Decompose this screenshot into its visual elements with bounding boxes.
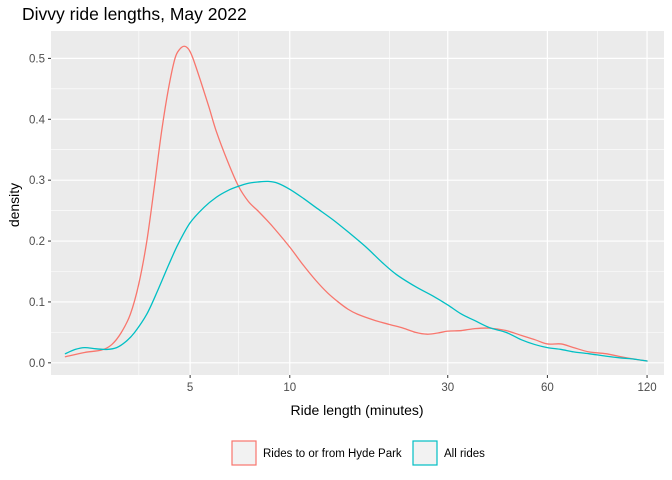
series-layer bbox=[64, 45, 648, 362]
x-tick-label: 60 bbox=[541, 382, 554, 394]
y-tick-label: 0.4 bbox=[29, 114, 46, 126]
legend-key-hyde-park bbox=[231, 440, 257, 466]
legend-label-hyde-park: Rides to or from Hyde Park bbox=[263, 448, 402, 460]
chart-title: Divvy ride lengths, May 2022 bbox=[22, 4, 247, 24]
legend: Rides to or from Hyde Park All rides bbox=[231, 440, 485, 466]
y-axis-title: density bbox=[6, 183, 22, 227]
y-tick-label: 0.3 bbox=[29, 175, 45, 187]
series-line-all-rides bbox=[64, 180, 648, 362]
x-tick-label: 5 bbox=[187, 382, 193, 394]
y-tick-label: 0.2 bbox=[29, 236, 45, 248]
plot-panel bbox=[51, 31, 664, 375]
y-tick-label: 0.5 bbox=[29, 53, 45, 65]
series-line-hyde-park bbox=[64, 45, 648, 362]
x-tick-label: 10 bbox=[283, 382, 296, 394]
legend-label-all-rides: All rides bbox=[444, 448, 485, 460]
x-axis-title: Ride length (minutes) bbox=[290, 402, 423, 418]
grid-minor bbox=[51, 31, 664, 375]
y-tick-label: 0.1 bbox=[29, 297, 45, 309]
x-tick-label: 30 bbox=[441, 382, 454, 394]
x-axis: 5 10 30 60 120 bbox=[187, 375, 657, 394]
x-tick-label: 120 bbox=[637, 382, 656, 394]
y-tick-label: 0.0 bbox=[29, 358, 45, 370]
legend-key-all-rides bbox=[412, 440, 438, 466]
y-axis: 0.0 0.1 0.2 0.3 0.4 0.5 bbox=[29, 53, 51, 370]
